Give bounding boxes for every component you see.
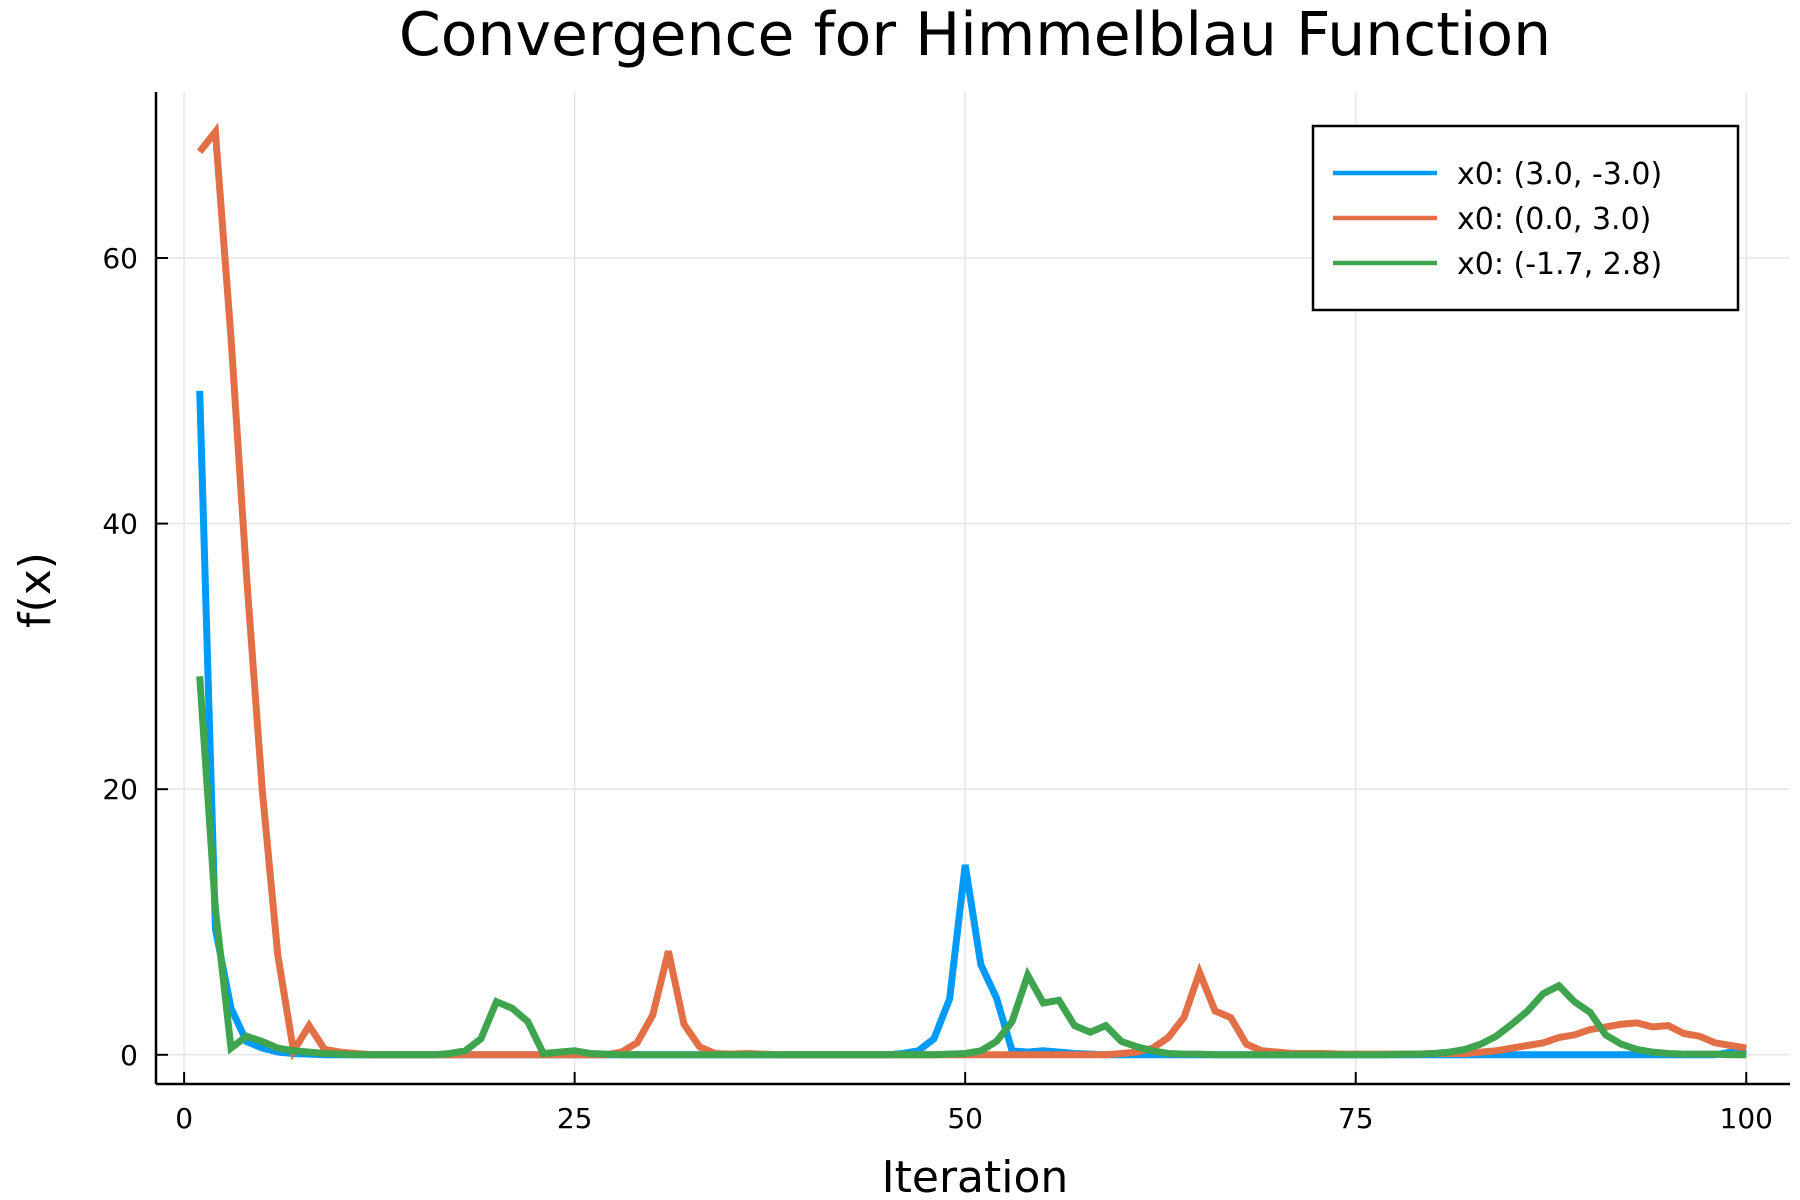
chart-title: Convergence for Himmelblau Function <box>399 0 1551 70</box>
x-tick-label: 50 <box>947 1102 983 1135</box>
plot-area <box>196 122 1747 1061</box>
legend: x0: (3.0, -3.0) x0: (0.0, 3.0) x0: (-1.7, … <box>1311 124 1740 312</box>
y-axis-title: f(x) <box>10 552 61 628</box>
y-tick-label: 60 <box>102 242 138 275</box>
y-tick-label: 0 <box>120 1039 138 1072</box>
y-tick-label: 40 <box>102 508 138 541</box>
x-axis-title: Iteration <box>882 1152 1069 1200</box>
legend-label-2: x0: (0.0, 3.0) <box>1457 202 1651 237</box>
series-line-1 <box>196 390 1747 1059</box>
x-tick-label: 75 <box>1338 1102 1374 1135</box>
y-tick-label: 20 <box>102 773 138 806</box>
legend-label-3: x0: (-1.7, 2.8) <box>1457 247 1662 282</box>
series-line-3 <box>196 676 1747 1059</box>
legend-label-1: x0: (3.0, -3.0) <box>1457 157 1662 192</box>
tick-labels: 0 25 50 75 100 0 20 40 60 <box>102 242 1773 1135</box>
x-tick-label: 0 <box>175 1102 193 1135</box>
x-tick-label: 25 <box>557 1102 593 1135</box>
x-tick-label: 100 <box>1720 1102 1773 1135</box>
axes <box>154 92 1790 1086</box>
